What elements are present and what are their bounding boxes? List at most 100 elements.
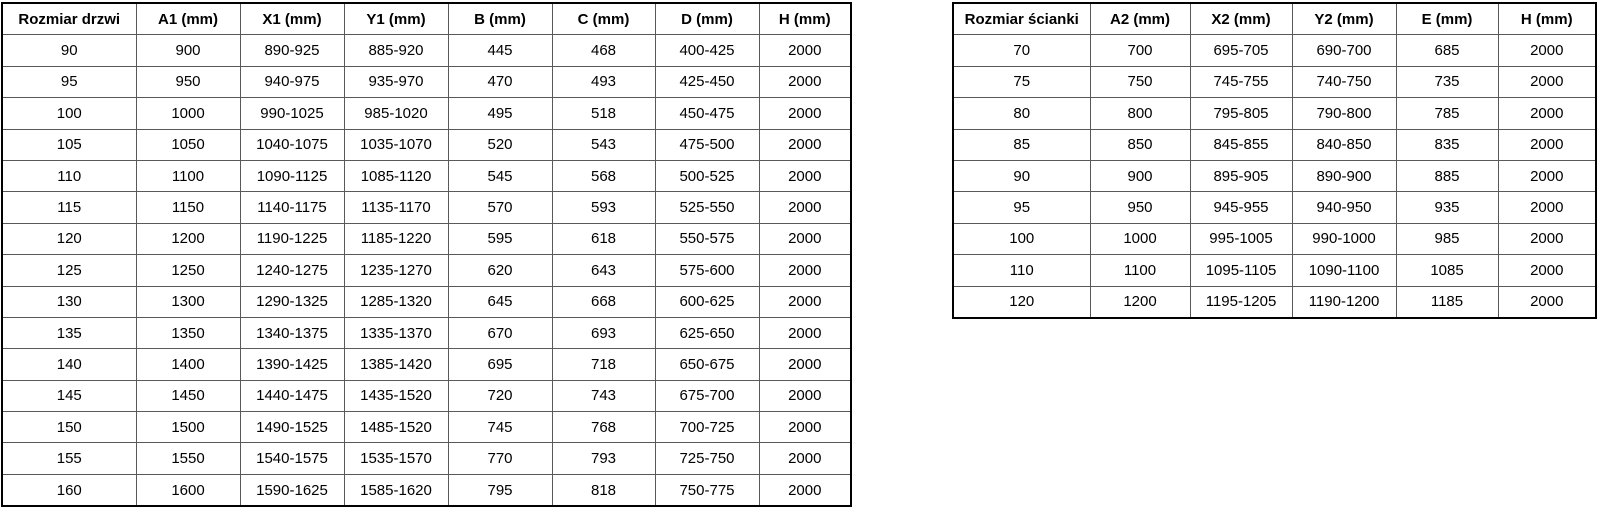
table-row: 90 900 890-925 885-920 445 468 400-425 2000 (1, 34, 852, 67)
table-cell: 1400 (135, 348, 241, 381)
header-row: Rozmiar ścianki A2 (mm) X2 (mm) Y2 (mm) E (m… (952, 2, 1597, 36)
table-cell: 1600 (135, 473, 241, 507)
table-cell: 1540-1575 (239, 442, 345, 475)
table-row: 95 950 945-955 940-950 935 2000 (952, 191, 1597, 224)
table-cell: 620 (447, 254, 553, 287)
table-cell: 995-1005 (1189, 222, 1293, 256)
table-cell: 1440-1475 (239, 379, 345, 413)
table-cell: 718 (551, 348, 656, 381)
column-header: H (mm) (1497, 2, 1597, 36)
table-row: 95 950 940-975 935-970 470 493 425-450 2000 (1, 65, 852, 99)
table-cell: 2000 (1497, 254, 1597, 287)
table-cell: 120 (952, 285, 1091, 319)
table-cell: 1200 (135, 222, 241, 256)
column-header: A2 (mm) (1089, 2, 1191, 36)
table-cell: 2000 (758, 97, 852, 130)
table-cell: 885 (1395, 159, 1499, 193)
table-cell: 895-905 (1189, 159, 1293, 193)
table-cell: 793 (551, 442, 656, 475)
table-row: 120 1200 1190-1225 1185-1220 595 618 550-575 20… (1, 222, 852, 256)
table-cell: 425-450 (654, 65, 760, 99)
table-row: 160 1600 1590-1625 1585-1620 795 818 750-775 20… (1, 473, 852, 507)
table-cell: 100 (952, 222, 1091, 256)
table-cell: 935 (1395, 191, 1499, 224)
table-row: 150 1500 1490-1525 1485-1520 745 768 700-725 20… (1, 411, 852, 444)
table-row: 110 1100 1095-1105 1090-1100 1085 2000 (952, 254, 1597, 287)
table-cell: 1240-1275 (239, 254, 345, 287)
table-cell: 795-805 (1189, 97, 1293, 130)
table-cell: 518 (551, 97, 656, 130)
table-cell: 595 (447, 222, 553, 256)
column-header: A1 (mm) (135, 2, 241, 36)
table-cell: 1390-1425 (239, 348, 345, 381)
table-cell: 950 (135, 65, 241, 99)
table-cell: 600-625 (654, 285, 760, 318)
table-cell: 2000 (1497, 191, 1597, 224)
column-header: E (mm) (1395, 2, 1499, 36)
table-cell: 140 (1, 348, 137, 381)
table-cell: 545 (447, 159, 553, 193)
table-cell: 2000 (1497, 128, 1597, 161)
table-cell: 668 (551, 285, 656, 318)
column-header: B (mm) (447, 2, 553, 36)
table-cell: 468 (551, 34, 656, 67)
table-cell: 110 (952, 254, 1091, 287)
table-cell: 1135-1170 (343, 191, 449, 224)
table-cell: 470 (447, 65, 553, 99)
wall-table-header: Rozmiar ścianki A2 (mm) X2 (mm) Y2 (mm) E (m… (952, 2, 1597, 36)
table-cell: 650-675 (654, 348, 760, 381)
table-cell: 795 (447, 473, 553, 507)
table-cell: 890-900 (1291, 159, 1397, 193)
table-row: 70 700 695-705 690-700 685 2000 (952, 34, 1597, 67)
table-cell: 2000 (758, 411, 852, 444)
table-cell: 568 (551, 159, 656, 193)
table-cell: 520 (447, 128, 553, 161)
table-cell: 735 (1395, 65, 1499, 99)
column-header: Y2 (mm) (1291, 2, 1397, 36)
table-cell: 885-920 (343, 34, 449, 67)
table-cell: 1290-1325 (239, 285, 345, 318)
table-cell: 150 (1, 411, 137, 444)
table-cell: 2000 (758, 128, 852, 161)
table-cell: 740-750 (1291, 65, 1397, 99)
table-cell: 125 (1, 254, 137, 287)
table-cell: 745-755 (1189, 65, 1293, 99)
table-cell: 575-600 (654, 254, 760, 287)
table-cell: 500-525 (654, 159, 760, 193)
table-cell: 1085-1120 (343, 159, 449, 193)
table-cell: 400-425 (654, 34, 760, 67)
table-cell: 70 (952, 34, 1091, 67)
table-cell: 1195-1205 (1189, 285, 1293, 319)
table-cell: 1590-1625 (239, 473, 345, 507)
table-cell: 155 (1, 442, 137, 475)
header-row: Rozmiar drzwi A1 (mm) X1 (mm) Y1 (mm) B (mm)… (1, 2, 852, 36)
table-cell: 2000 (758, 34, 852, 67)
table-cell: 1185 (1395, 285, 1499, 319)
table-cell: 935-970 (343, 65, 449, 99)
column-header: C (mm) (551, 2, 656, 36)
table-cell: 1035-1070 (343, 128, 449, 161)
table-cell: 110 (1, 159, 137, 193)
table-cell: 1190-1225 (239, 222, 345, 256)
table-cell: 940-975 (239, 65, 345, 99)
table-cell: 985 (1395, 222, 1499, 256)
table-cell: 1050 (135, 128, 241, 161)
table-cell: 90 (1, 34, 137, 67)
table-cell: 160 (1, 473, 137, 507)
table-cell: 800 (1089, 97, 1191, 130)
table-cell: 493 (551, 65, 656, 99)
table-cell: 750-775 (654, 473, 760, 507)
table-cell: 940-950 (1291, 191, 1397, 224)
table-cell: 445 (447, 34, 553, 67)
table-cell: 1490-1525 (239, 411, 345, 444)
table-cell: 1350 (135, 316, 241, 350)
table-cell: 2000 (758, 379, 852, 413)
table-cell: 1090-1100 (1291, 254, 1397, 287)
table-cell: 90 (952, 159, 1091, 193)
table-row: 110 1100 1090-1125 1085-1120 545 568 500-525 20… (1, 159, 852, 193)
table-cell: 700 (1089, 34, 1191, 67)
column-header: X2 (mm) (1189, 2, 1293, 36)
table-cell: 1100 (1089, 254, 1191, 287)
table-cell: 95 (1, 65, 137, 99)
table-cell: 1550 (135, 442, 241, 475)
